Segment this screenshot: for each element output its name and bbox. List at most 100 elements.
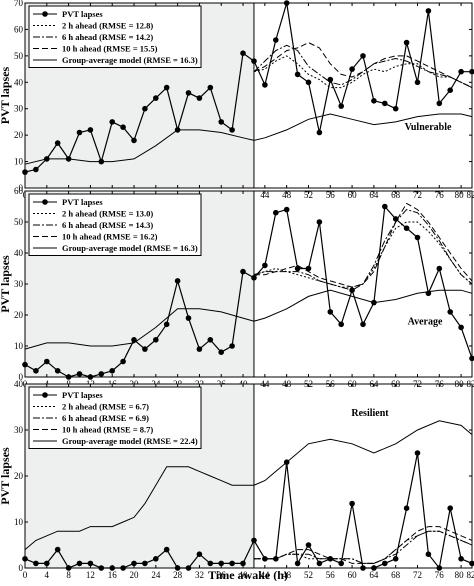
data-point	[317, 561, 323, 567]
y-tick-label: 30	[14, 425, 24, 435]
data-point	[120, 124, 126, 130]
y-tick-label: 40	[14, 248, 24, 258]
data-point	[382, 101, 388, 107]
data-point	[33, 368, 39, 374]
y-tick-label: 60	[14, 24, 24, 34]
x-tick-label: 20	[130, 570, 140, 580]
y-tick-label: 30	[14, 279, 24, 289]
y-tick-label: 10	[14, 341, 24, 351]
data-point	[262, 263, 268, 269]
data-point	[120, 359, 126, 365]
legend-entry: PVT lapses	[62, 197, 103, 207]
data-point	[164, 85, 170, 91]
y-tick-label: 40	[14, 77, 24, 87]
data-point	[251, 58, 257, 64]
data-point	[109, 119, 115, 125]
data-point	[153, 556, 159, 562]
data-point	[328, 77, 334, 83]
x-axis-title: Time awake (h)	[208, 568, 288, 581]
legend-entry: Group-average model (RMSE = 22.4)	[62, 436, 198, 446]
data-point	[208, 561, 214, 567]
data-point	[229, 561, 235, 567]
x-tick-label: 32	[195, 570, 204, 580]
data-point	[328, 309, 334, 315]
data-point	[218, 349, 224, 355]
data-point	[262, 82, 268, 88]
data-point	[240, 269, 246, 275]
data-point	[44, 359, 50, 365]
series-line-3	[254, 43, 472, 88]
x-tick-label: 24	[151, 570, 161, 580]
y-tick-label: 60	[14, 186, 24, 196]
data-point	[197, 95, 203, 101]
data-point	[415, 235, 421, 241]
y-tick-label: 50	[14, 51, 24, 61]
data-point	[131, 138, 137, 144]
series-line-2	[254, 531, 472, 563]
x-tick-label: 4	[45, 570, 50, 580]
y-axis-title: PVT lapses	[0, 447, 12, 505]
data-point	[404, 225, 410, 231]
series-line-3	[254, 203, 472, 287]
y-tick-label: 10	[14, 157, 24, 167]
legend-entry: 10 h ahead (RMSE = 16.2)	[62, 232, 158, 242]
data-point	[153, 95, 159, 101]
data-point	[142, 346, 148, 352]
legend-entry: Group-average model (RMSE = 16.3)	[62, 243, 198, 253]
legend-entry: 10 h ahead (RMSE = 8.7)	[62, 425, 153, 435]
data-point	[458, 325, 464, 331]
y-tick-label: 50	[14, 217, 24, 227]
data-point	[88, 127, 94, 133]
y-tick-label: 30	[14, 104, 24, 114]
data-point	[306, 80, 312, 86]
data-point	[437, 266, 443, 272]
data-point	[55, 140, 61, 146]
data-point	[175, 278, 181, 284]
series-line-2	[254, 45, 472, 87]
data-point	[273, 37, 279, 43]
x-tick-label: 82	[467, 570, 474, 580]
data-point	[317, 219, 323, 225]
legend-marker	[42, 199, 48, 205]
data-point	[240, 50, 246, 56]
data-point	[349, 501, 355, 507]
panel-label: Average	[408, 316, 443, 327]
data-point	[197, 346, 203, 352]
data-point	[77, 561, 83, 567]
data-point	[208, 85, 214, 91]
panel-label: Resilient	[351, 408, 389, 419]
data-point	[404, 40, 410, 46]
legend-entry: 10 h ahead (RMSE = 15.5)	[62, 44, 158, 54]
data-point	[393, 556, 399, 562]
series-line-2	[254, 210, 472, 291]
data-point	[360, 53, 366, 59]
data-point	[437, 101, 443, 107]
data-point	[447, 309, 453, 315]
data-point	[426, 8, 432, 14]
data-point	[458, 69, 464, 75]
data-point	[393, 106, 399, 112]
data-point	[306, 542, 312, 548]
data-point	[338, 561, 344, 567]
x-tick-label: 76	[435, 570, 445, 580]
x-tick-label: 56	[326, 570, 336, 580]
data-point	[426, 551, 432, 557]
panel-vulnerable: 0102030405060700481216202428323640444852…	[0, 0, 474, 200]
data-point	[55, 547, 61, 553]
data-point	[186, 315, 192, 321]
data-point	[164, 547, 170, 553]
data-point	[251, 538, 257, 544]
data-point	[349, 66, 355, 72]
x-tick-label: 16	[108, 570, 118, 580]
data-point	[218, 119, 224, 125]
data-point	[33, 167, 39, 173]
legend-entry: 6 h ahead (RMSE = 14.3)	[62, 220, 153, 230]
data-point	[153, 337, 159, 343]
x-tick-label: 72	[413, 570, 422, 580]
data-point	[415, 450, 421, 456]
y-tick-label: 20	[14, 130, 24, 140]
series-line-3	[254, 527, 472, 564]
